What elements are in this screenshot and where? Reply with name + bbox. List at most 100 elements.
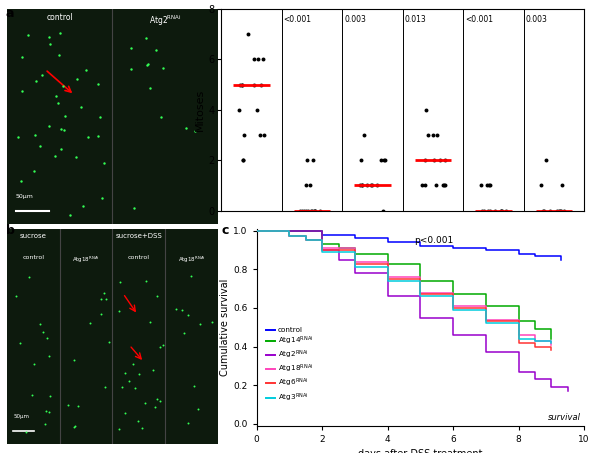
Text: b: b bbox=[6, 224, 15, 237]
Text: c: c bbox=[221, 224, 229, 237]
Point bbox=[541, 157, 550, 164]
Point bbox=[310, 207, 320, 214]
Point bbox=[145, 318, 154, 325]
Point bbox=[486, 182, 495, 189]
Text: survival: survival bbox=[548, 413, 581, 422]
Point bbox=[250, 56, 259, 63]
Point bbox=[301, 207, 311, 214]
Point bbox=[238, 81, 247, 88]
Point bbox=[115, 279, 124, 286]
Legend: control, Atg14$^{\rm RNAi}$, Atg2$^{\rm RNAi}$, Atg18$^{\rm RNAi}$, Atg6$^{\rm R: control, Atg14$^{\rm RNAi}$, Atg2$^{\rm … bbox=[264, 324, 316, 406]
Text: p<0.001: p<0.001 bbox=[414, 236, 453, 246]
Point bbox=[93, 132, 103, 139]
Text: 50μm: 50μm bbox=[15, 194, 34, 199]
Point bbox=[417, 182, 427, 189]
Point bbox=[60, 126, 69, 134]
Point bbox=[308, 157, 317, 164]
Point bbox=[238, 157, 248, 164]
Point bbox=[440, 182, 450, 189]
Point bbox=[259, 131, 268, 139]
Point bbox=[156, 343, 165, 351]
Point bbox=[21, 429, 30, 436]
Point bbox=[155, 398, 165, 405]
Point bbox=[555, 207, 565, 214]
Point bbox=[140, 400, 149, 407]
Point bbox=[497, 207, 506, 214]
Point bbox=[439, 182, 448, 189]
Point bbox=[299, 207, 309, 214]
Point bbox=[141, 34, 150, 41]
Point bbox=[208, 318, 217, 325]
Point bbox=[152, 395, 162, 403]
Point bbox=[356, 157, 366, 164]
Point bbox=[301, 182, 311, 189]
Point bbox=[45, 408, 54, 415]
Point bbox=[55, 29, 65, 37]
Point bbox=[124, 377, 134, 384]
Text: 0.003: 0.003 bbox=[526, 15, 548, 24]
Point bbox=[69, 424, 78, 431]
Point bbox=[84, 134, 93, 141]
Y-axis label: Cumulative survival: Cumulative survival bbox=[221, 279, 231, 376]
Text: sucrose: sucrose bbox=[20, 233, 47, 239]
Point bbox=[17, 87, 27, 95]
Point bbox=[12, 292, 21, 299]
Point bbox=[30, 131, 40, 139]
Point bbox=[148, 367, 158, 374]
Point bbox=[35, 142, 44, 149]
Point bbox=[366, 182, 376, 189]
Point bbox=[441, 157, 450, 164]
Point bbox=[259, 56, 268, 63]
Point bbox=[44, 123, 53, 130]
Point bbox=[56, 125, 65, 132]
Point bbox=[179, 329, 188, 337]
Point bbox=[376, 157, 385, 164]
Point bbox=[93, 80, 103, 87]
Point bbox=[306, 182, 315, 189]
Point bbox=[97, 296, 106, 303]
Point bbox=[42, 334, 52, 342]
Point bbox=[429, 131, 438, 139]
Point bbox=[183, 312, 193, 319]
Point bbox=[479, 207, 489, 214]
Point bbox=[177, 306, 186, 313]
Point bbox=[52, 92, 61, 99]
Point bbox=[357, 182, 366, 189]
Point bbox=[552, 207, 562, 214]
Point bbox=[99, 289, 109, 297]
Point bbox=[538, 207, 548, 214]
Text: <0.001: <0.001 bbox=[465, 15, 493, 24]
Point bbox=[536, 182, 545, 189]
Point bbox=[17, 178, 26, 185]
Point bbox=[477, 182, 486, 189]
Text: 0.003: 0.003 bbox=[344, 15, 366, 24]
Point bbox=[355, 182, 365, 189]
Point bbox=[35, 320, 45, 328]
Point bbox=[120, 410, 130, 417]
Point bbox=[126, 44, 136, 51]
Point bbox=[295, 207, 304, 214]
Point bbox=[18, 53, 27, 61]
Point bbox=[97, 194, 106, 202]
Text: Atg18$^{\rm RNAi}$: Atg18$^{\rm RNAi}$ bbox=[178, 255, 205, 265]
Point bbox=[420, 157, 430, 164]
Point bbox=[306, 207, 316, 214]
Point bbox=[435, 157, 445, 164]
Point bbox=[96, 310, 106, 318]
Point bbox=[440, 182, 449, 189]
Text: control: control bbox=[47, 14, 73, 22]
Point bbox=[235, 81, 244, 88]
Point bbox=[40, 420, 50, 428]
Point bbox=[53, 100, 63, 107]
Point bbox=[558, 182, 567, 189]
Point bbox=[63, 402, 72, 409]
Point bbox=[56, 145, 65, 152]
Point bbox=[141, 277, 150, 284]
Point bbox=[485, 207, 494, 214]
Point bbox=[23, 31, 32, 39]
Point bbox=[483, 207, 492, 214]
Point bbox=[126, 65, 135, 72]
Point bbox=[41, 408, 50, 415]
Point bbox=[171, 305, 181, 312]
Point bbox=[44, 353, 53, 360]
